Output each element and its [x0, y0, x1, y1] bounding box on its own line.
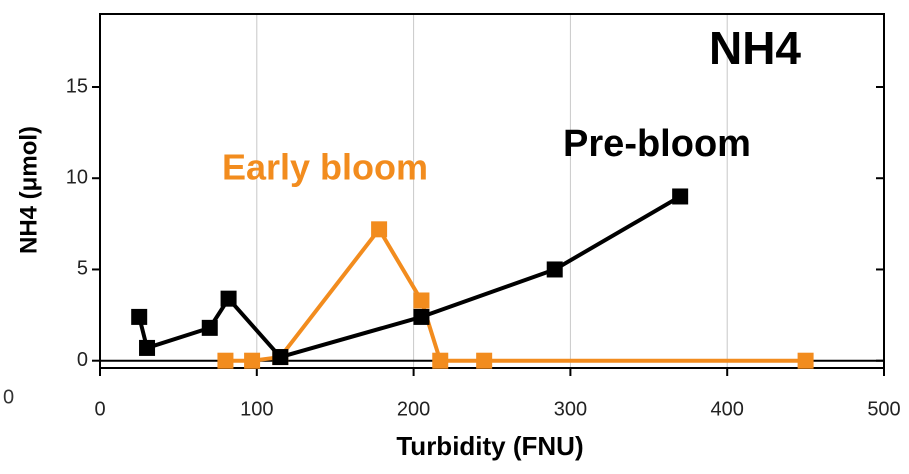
x-tick-label: 0	[94, 398, 105, 420]
data-point	[217, 352, 234, 369]
y-axis-label: NH4 (μmol)	[15, 126, 42, 254]
data-point	[476, 352, 493, 369]
data-point	[797, 352, 814, 369]
data-point	[546, 261, 563, 278]
annotation: 0	[3, 386, 14, 408]
series-line	[225, 227, 806, 363]
x-tick-label: 100	[240, 398, 273, 420]
x-tick-label: 500	[867, 398, 900, 420]
x-tick-label: 200	[397, 398, 430, 420]
y-tick-label: 5	[77, 258, 88, 280]
y-tick-label: 0	[77, 349, 88, 371]
data-point	[371, 221, 388, 238]
data-point	[244, 352, 261, 369]
data-point	[672, 188, 689, 205]
data-point	[413, 292, 430, 309]
series-line	[137, 194, 682, 360]
data-point	[413, 308, 430, 325]
y-tick-label: 10	[66, 167, 88, 189]
data-point	[432, 352, 449, 369]
annotation: Pre-bloom	[563, 123, 751, 165]
data-point	[139, 339, 156, 356]
data-point	[201, 319, 218, 336]
x-tick-label: 400	[711, 398, 744, 420]
data-point	[272, 349, 289, 366]
data-point	[220, 290, 237, 307]
x-tick-label: 300	[554, 398, 587, 420]
y-tick-label: 15	[66, 75, 88, 97]
x-axis-label: Turbidity (FNU)	[396, 431, 583, 461]
data-point	[131, 308, 148, 325]
annotation: Early bloom	[222, 147, 428, 188]
annotation: NH4	[709, 22, 801, 74]
